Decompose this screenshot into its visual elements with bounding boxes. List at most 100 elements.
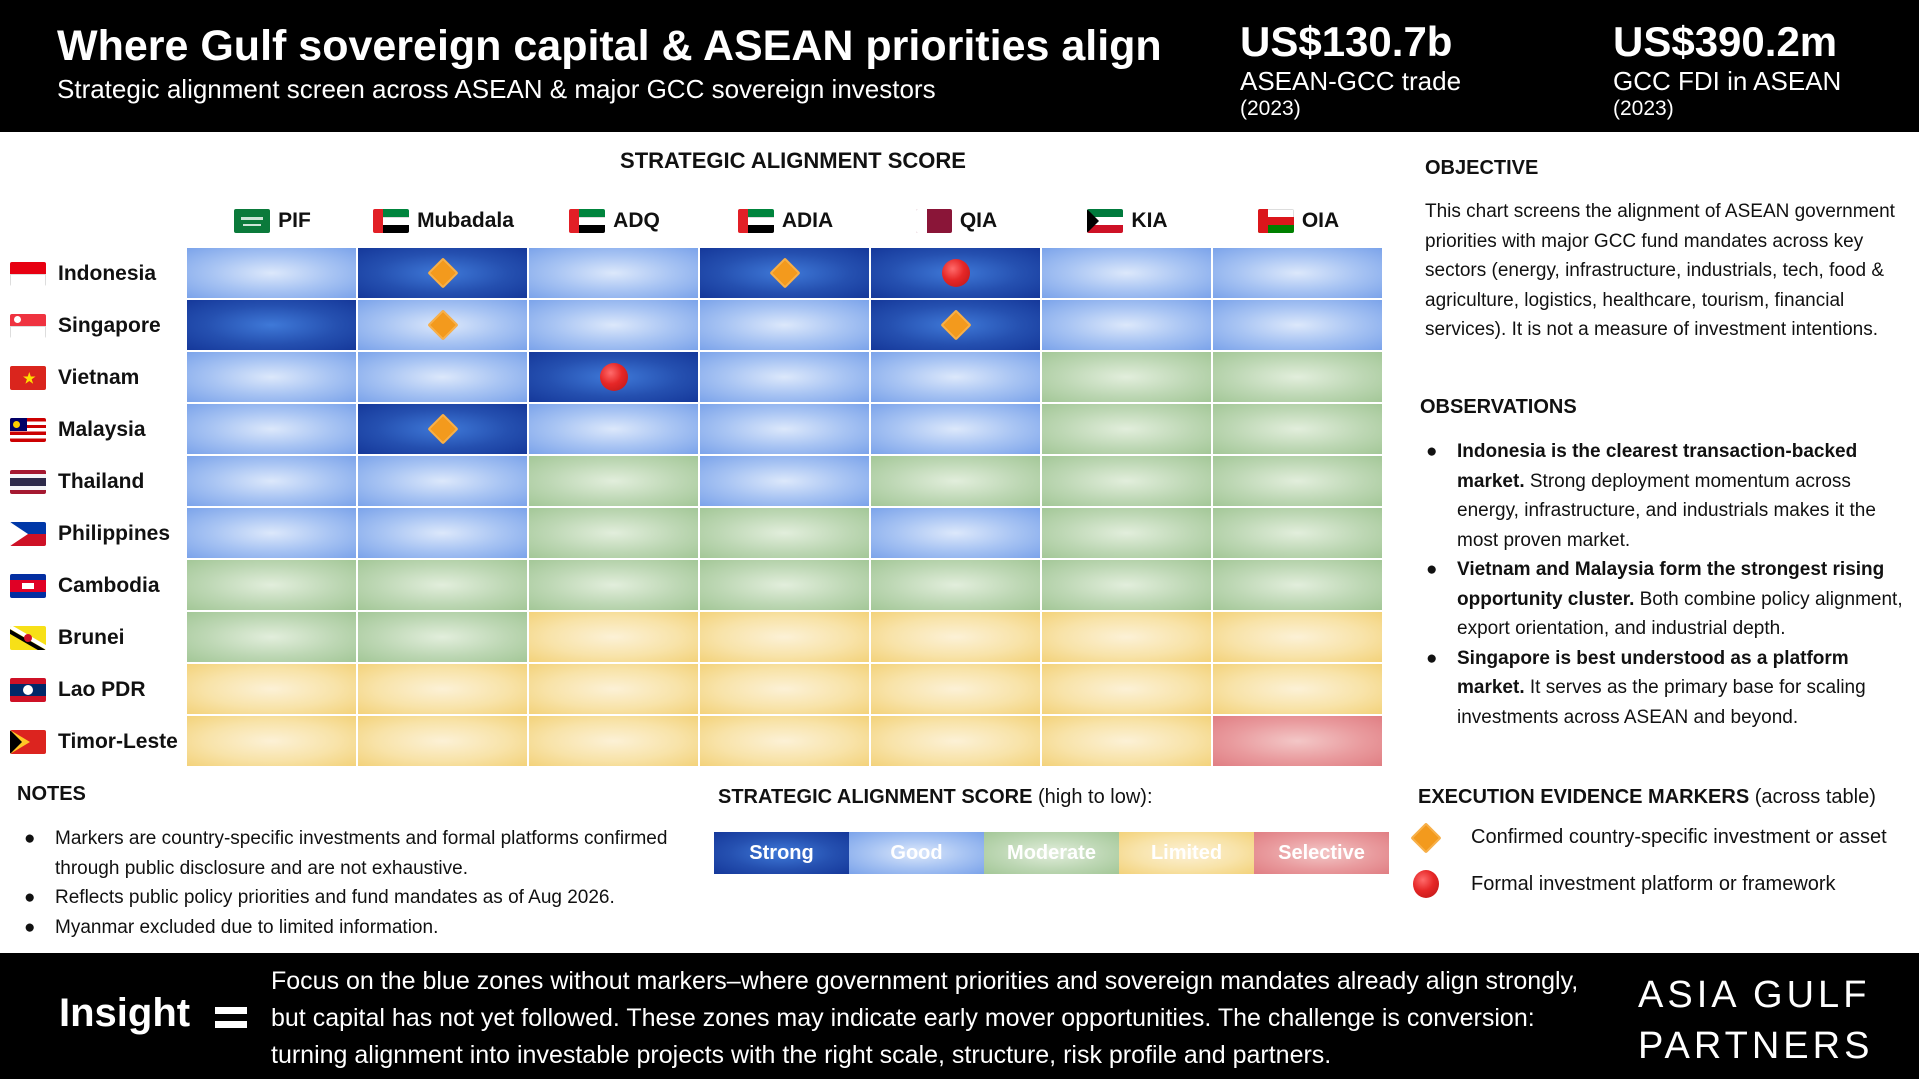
heatmap-cell-cambodia-qia bbox=[871, 560, 1040, 610]
heatmap-cell-lao-pdr-qia bbox=[871, 664, 1040, 714]
column-label: ADQ bbox=[613, 209, 660, 232]
score-legend: Strong Good Moderate Limited Selective bbox=[714, 832, 1389, 874]
heatmap-cell-singapore-mubadala bbox=[358, 300, 527, 350]
heatmap-cell-timor-leste-adq bbox=[529, 716, 698, 766]
row-header-indonesia: Indonesia bbox=[10, 248, 156, 300]
legend-good: Good bbox=[849, 832, 984, 874]
row-header-cambodia: Cambodia bbox=[10, 560, 160, 612]
brand-line: PARTNERS bbox=[1638, 1025, 1874, 1067]
heatmap-cell-malaysia-adia bbox=[700, 404, 869, 454]
page-title: Where Gulf sovereign capital & ASEAN pri… bbox=[57, 22, 1162, 70]
philippines-flag-icon bbox=[10, 522, 46, 546]
brand-line: ASIA GULF bbox=[1638, 974, 1871, 1016]
objective-text: This chart screens the alignment of ASEA… bbox=[1425, 201, 1895, 340]
heatmap-cell-vietnam-qia bbox=[871, 352, 1040, 402]
chart-title: STRATEGIC ALIGNMENT SCORE bbox=[620, 148, 966, 173]
observation-bold: Vietnam and Malaysia form the strongest … bbox=[1457, 559, 1885, 610]
note-item: ● Markers are country-specific investment… bbox=[24, 824, 704, 883]
note-item: ● Reflects public policy priorities and f… bbox=[24, 883, 704, 913]
brand-logo: ASIA GULF PARTNERS bbox=[1638, 970, 1873, 1072]
column-label: PIF bbox=[278, 209, 311, 232]
row-header-philippines: Philippines bbox=[10, 508, 170, 560]
stat-trade: US$130.7b ASEAN-GCC trade (2023) bbox=[1240, 18, 1461, 121]
footer-bar: Insight Focus on the blue zones without … bbox=[0, 953, 1919, 1079]
asset-marker-icon bbox=[426, 413, 459, 445]
heatmap-cell-lao-pdr-adia bbox=[700, 664, 869, 714]
column-header-qia: QIA bbox=[871, 205, 1042, 237]
row-header-vietnam: ★ Vietnam bbox=[10, 352, 139, 404]
column-header-oia: OIA bbox=[1213, 205, 1384, 237]
column-header-adq: ADQ bbox=[529, 205, 700, 237]
heatmap-cell-lao-pdr-mubadala bbox=[358, 664, 527, 714]
heatmap-cell-timor-leste-adia bbox=[700, 716, 869, 766]
heatmap-cell-lao-pdr-kia bbox=[1042, 664, 1211, 714]
stat-value: US$390.2m bbox=[1613, 18, 1838, 65]
note-text: Reflects public policy priorities and fu… bbox=[55, 887, 615, 908]
stat-fdi: US$390.2m GCC FDI in ASEAN (2023) bbox=[1613, 18, 1841, 121]
heatmap-cell-singapore-qia bbox=[871, 300, 1040, 350]
heatmap-cell-timor-leste-oia bbox=[1213, 716, 1382, 766]
column-header-kia: KIA bbox=[1042, 205, 1213, 237]
heatmap-cell-philippines-pif bbox=[187, 508, 356, 558]
stat-label: ASEAN-GCC trade bbox=[1240, 66, 1462, 96]
heatmap-cell-singapore-adia bbox=[700, 300, 869, 350]
insight-label: Insight bbox=[59, 991, 191, 1035]
heatmap-cell-lao-pdr-oia bbox=[1213, 664, 1382, 714]
heatmap-cell-thailand-adq bbox=[529, 456, 698, 506]
header-bar: Where Gulf sovereign capital & ASEAN pri… bbox=[0, 0, 1919, 132]
row-label: Malaysia bbox=[58, 418, 146, 441]
legend-moderate: Moderate bbox=[984, 832, 1119, 874]
qatar-flag-icon bbox=[915, 209, 952, 233]
evidence-asset-label: Confirmed country-specific investment or… bbox=[1471, 826, 1887, 848]
heatmap-cell-singapore-kia bbox=[1042, 300, 1211, 350]
heatmap-cell-brunei-oia bbox=[1213, 612, 1382, 662]
heatmap-cell-vietnam-oia bbox=[1213, 352, 1382, 402]
heatmap-cell-vietnam-mubadala bbox=[358, 352, 527, 402]
platform-marker-icon bbox=[941, 259, 970, 287]
evidence-heading-rest: (across table) bbox=[1749, 786, 1876, 808]
row-label: Philippines bbox=[58, 522, 171, 545]
heatmap-cell-malaysia-mubadala bbox=[358, 404, 527, 454]
saudi-arabia-flag-icon bbox=[234, 209, 271, 233]
row-header-timor-leste: Timor-Leste bbox=[10, 716, 178, 768]
stat-year: (2023) bbox=[1240, 97, 1301, 120]
row-header-malaysia: Malaysia bbox=[10, 404, 146, 456]
legend-heading-bold: STRATEGIC ALIGNMENT SCORE bbox=[718, 786, 1033, 808]
heatmap-cell-malaysia-pif bbox=[187, 404, 356, 454]
heatmap-cell-vietnam-adq bbox=[529, 352, 698, 402]
heatmap-cell-timor-leste-mubadala bbox=[358, 716, 527, 766]
heatmap-cell-cambodia-adia bbox=[700, 560, 869, 610]
equals-icon bbox=[215, 1007, 247, 1035]
stat-year: (2023) bbox=[1613, 97, 1674, 120]
bullet-icon: ● bbox=[1426, 441, 1438, 462]
heatmap-cell-thailand-oia bbox=[1213, 456, 1382, 506]
insight-text: Focus on the blue zones without markers–… bbox=[271, 967, 1579, 1069]
laos-flag-icon bbox=[10, 678, 46, 702]
column-header-pif: PIF bbox=[187, 205, 358, 237]
heatmap-cell-timor-leste-pif bbox=[187, 716, 356, 766]
evidence-platform-label: Formal investment platform or framework bbox=[1471, 872, 1836, 895]
column-label: ADIA bbox=[781, 209, 834, 232]
heatmap-cell-malaysia-kia bbox=[1042, 404, 1211, 454]
heatmap-cell-lao-pdr-adq bbox=[529, 664, 698, 714]
bullet-icon: ● bbox=[24, 887, 36, 908]
notes-list: ● Markers are country-specific investment… bbox=[24, 824, 704, 942]
column-header-adia: ADIA bbox=[700, 205, 871, 237]
row-header-lao-pdr: Lao PDR bbox=[10, 664, 146, 716]
asset-marker-icon bbox=[768, 257, 801, 289]
heatmap-cell-brunei-kia bbox=[1042, 612, 1211, 662]
heatmap-cell-cambodia-adq bbox=[529, 560, 698, 610]
legend-strong: Strong bbox=[714, 832, 849, 874]
heatmap-cell-vietnam-adia bbox=[700, 352, 869, 402]
uae-flag-icon bbox=[569, 209, 606, 233]
legend-heading: STRATEGIC ALIGNMENT SCORE (high to low): bbox=[718, 786, 1153, 809]
heatmap-cell-philippines-kia bbox=[1042, 508, 1211, 558]
legend-heading-rest: (high to low): bbox=[1032, 786, 1153, 808]
row-label: Singapore bbox=[58, 314, 161, 337]
legend-limited: Limited bbox=[1119, 832, 1254, 874]
row-label: Timor-Leste bbox=[58, 730, 178, 753]
evidence-asset-row: Confirmed country-specific investment or… bbox=[1410, 821, 1887, 854]
uae-flag-icon bbox=[737, 209, 774, 233]
circle-marker-icon bbox=[1413, 870, 1439, 898]
heatmap-cell-malaysia-qia bbox=[871, 404, 1040, 454]
